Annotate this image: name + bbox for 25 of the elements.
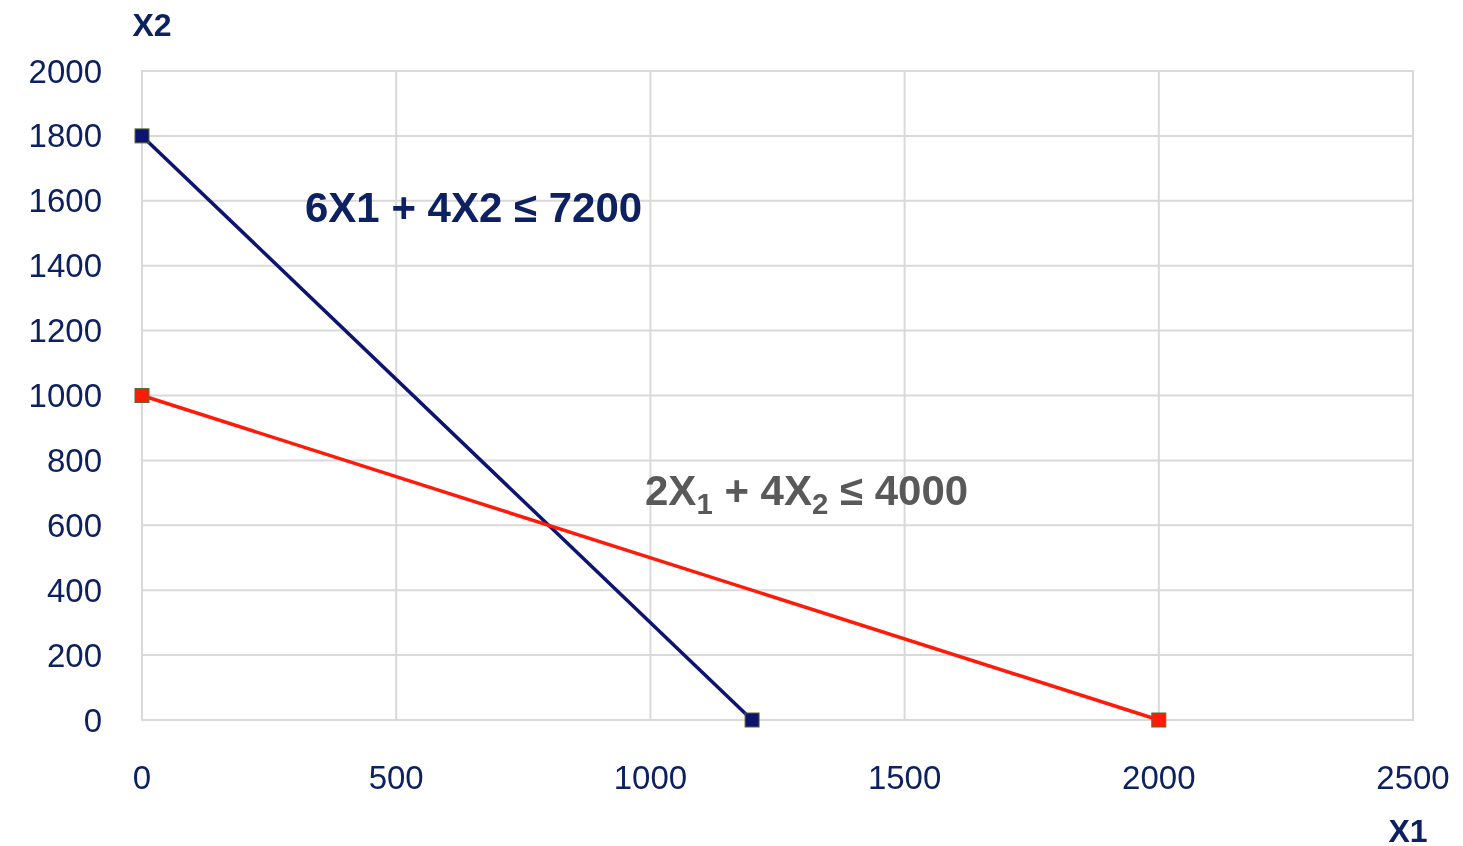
y-tick-label: 200 — [46, 636, 102, 674]
x-tick-label: 2500 — [1376, 758, 1450, 796]
x-axis-title: X1 — [1388, 813, 1428, 846]
y-tick-label: 1600 — [28, 182, 102, 220]
y-tick-label: 1000 — [28, 377, 102, 414]
x-tick-label: 500 — [368, 758, 424, 796]
annotation: 6X1 + 4X2 ≤ 7200 — [305, 184, 643, 231]
y-tick-label: 800 — [46, 441, 102, 479]
y-tick-label: 0 — [83, 701, 102, 739]
y-tick-label: 600 — [46, 506, 102, 544]
x-tick-label: 1500 — [867, 758, 942, 796]
y-tick-label: 400 — [46, 571, 102, 609]
x-tick-label: 0 — [132, 758, 152, 796]
y-tick-label: 1800 — [28, 117, 102, 155]
point — [134, 128, 150, 144]
y-tick-label: 1200 — [28, 312, 102, 350]
point — [134, 388, 150, 403]
annotation: 2X$_{1}$ + 4X$_{2}$ ≤ 4000 — [645, 467, 969, 520]
x-tick-label: 1000 — [613, 758, 688, 796]
y-tick-label: 1400 — [28, 247, 102, 285]
point — [1151, 712, 1167, 728]
y-tick-label: 2000 — [28, 52, 102, 90]
point — [744, 712, 760, 728]
x-tick-label: 2000 — [1122, 758, 1196, 796]
y-axis-title: X2 — [132, 7, 172, 43]
